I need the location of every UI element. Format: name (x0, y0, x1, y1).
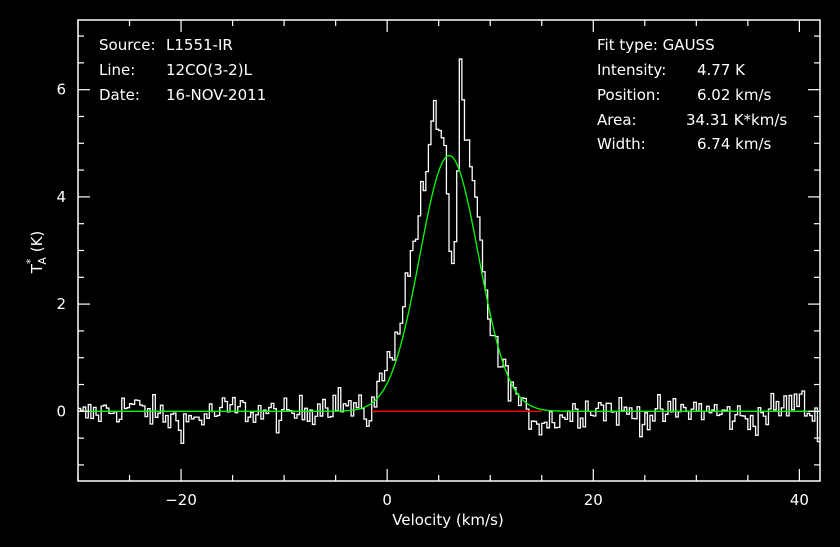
info-right: Fit type: GAUSS Intensity: 4.77 K Positi… (597, 36, 787, 153)
axis-ticks: −20 0 20 40 0 2 4 6 (56, 20, 820, 509)
date-value: 16-NOV-2011 (166, 86, 266, 104)
y-axis-label: T*A (K) (24, 231, 49, 275)
width-value: 6.74 km/s (697, 135, 772, 153)
line-label: Line: (99, 61, 135, 79)
y-tick-label: 6 (56, 81, 66, 99)
x-tick-label: 0 (382, 491, 392, 509)
x-tick-label: 20 (584, 491, 603, 509)
y-tick-label: 4 (56, 188, 66, 206)
date-label: Date: (99, 86, 140, 104)
gaussian-fit-line (78, 154, 819, 412)
intensity-value: 4.77 K (697, 61, 746, 79)
info-left: Source: L1551-IR Line: 12CO(3-2)L Date: … (99, 36, 266, 104)
fit-type-text: Fit type: GAUSS (597, 36, 715, 54)
area-value: 34.31 K*km/s (686, 111, 787, 129)
plot-area (78, 58, 820, 445)
area-label: Area: (597, 111, 637, 129)
y-tick-label: 0 (56, 402, 66, 420)
line-value: 12CO(3-2)L (166, 61, 253, 79)
position-label: Position: (597, 86, 660, 104)
x-axis-label: Velocity (km/s) (392, 511, 503, 529)
intensity-label: Intensity: (597, 61, 666, 79)
spectrum-line (78, 58, 820, 445)
y-tick-label: 2 (56, 295, 66, 313)
source-value: L1551-IR (166, 36, 233, 54)
source-label: Source: (99, 36, 156, 54)
width-label: Width: (597, 135, 646, 153)
x-tick-label: −20 (165, 491, 197, 509)
x-tick-label: 40 (790, 491, 809, 509)
position-value: 6.02 km/s (697, 86, 772, 104)
